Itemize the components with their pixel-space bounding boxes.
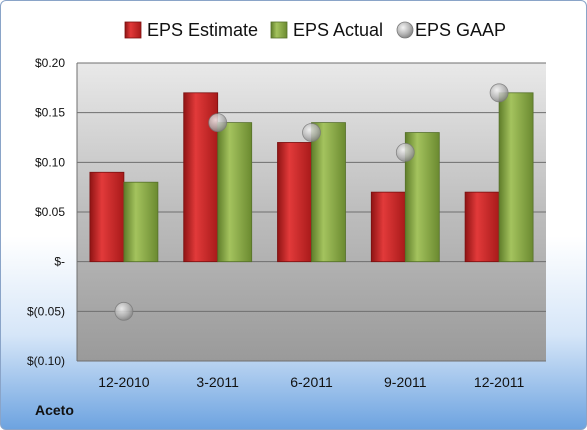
x-tick-label: 12-2010: [98, 374, 150, 390]
marker-eps-gaap: [489, 83, 509, 103]
company-name: Aceto: [35, 402, 74, 418]
y-tick-label: $0.15: [35, 106, 65, 120]
legend-label-gaap: EPS GAAP: [415, 20, 506, 40]
marker-eps-gaap: [114, 301, 134, 321]
legend-label-actual: EPS Actual: [293, 20, 383, 40]
y-tick-label: $0.05: [35, 205, 65, 219]
bar-eps-estimate: [370, 191, 406, 263]
bar-eps-estimate: [277, 142, 312, 263]
legend-swatch-gaap: [396, 21, 414, 39]
legend-swatch-actual: [270, 21, 288, 39]
bar-eps-actual: [498, 92, 534, 263]
y-tick-label: $(0.05): [27, 304, 65, 318]
bar-eps-actual: [217, 122, 253, 263]
bar-eps-actual: [123, 181, 159, 263]
legend: EPS Estimate EPS Actual EPS GAAP: [124, 20, 506, 40]
plot-area: $0.20 $0.15 $0.10 $0.05 $- $(0.05) $(0.10) 12-2…: [27, 56, 546, 390]
y-tick-label: $0.20: [35, 56, 65, 70]
marker-eps-gaap: [208, 113, 228, 132]
bar-eps-estimate: [89, 171, 125, 263]
marker-eps-gaap: [302, 123, 321, 142]
y-tick-label: $(0.10): [27, 354, 65, 368]
x-tick-label: 3-2011: [196, 374, 239, 390]
legend-label-estimate: EPS Estimate: [147, 20, 258, 40]
y-tick-label: $-: [54, 255, 65, 269]
y-tick-label: $0.10: [35, 155, 65, 169]
bar-eps-estimate: [464, 191, 500, 263]
bar-eps-actual: [311, 122, 346, 263]
legend-swatch-estimate: [124, 21, 142, 39]
x-tick-label: 9-2011: [384, 374, 427, 390]
marker-eps-gaap: [395, 142, 415, 162]
x-tick-label: 12-2011: [474, 374, 525, 390]
x-tick-label: 6-2011: [290, 374, 333, 390]
